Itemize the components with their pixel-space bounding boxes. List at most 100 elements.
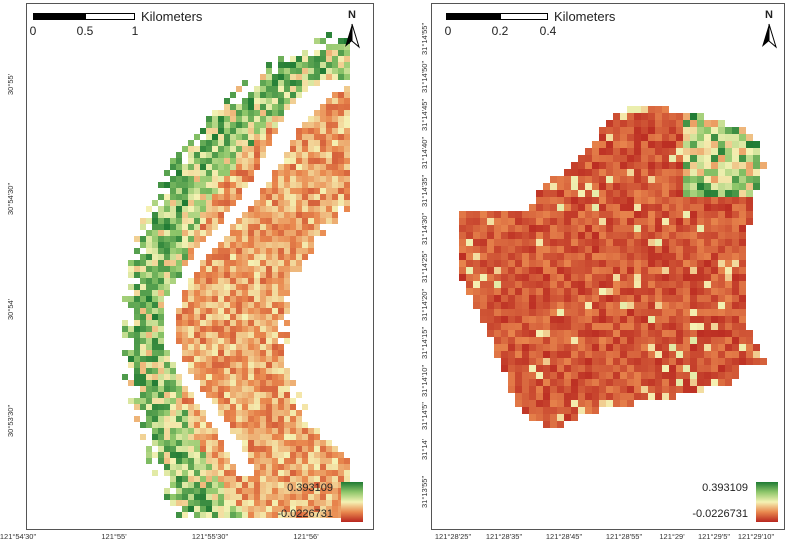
raster-cell <box>278 308 284 314</box>
raster-cell <box>308 512 314 518</box>
raster-cell <box>260 140 266 146</box>
raster-cell <box>683 127 690 134</box>
raster-cell <box>641 323 648 330</box>
raster-cell <box>176 452 182 458</box>
raster-cell <box>585 260 592 267</box>
raster-cell <box>613 141 620 148</box>
raster-cell <box>308 62 314 68</box>
raster-cell <box>515 302 522 309</box>
raster-cell <box>487 330 494 337</box>
raster-cell <box>704 232 711 239</box>
raster-cell <box>296 500 302 506</box>
raster-cell <box>164 488 170 494</box>
raster-cell <box>278 416 284 422</box>
raster-cell <box>194 428 200 434</box>
raster-cell <box>218 272 224 278</box>
raster-cell <box>176 176 182 182</box>
raster-cell <box>641 253 648 260</box>
raster-cell <box>634 246 641 253</box>
raster-cell <box>592 253 599 260</box>
raster-cell <box>152 350 158 356</box>
raster-cell <box>718 211 725 218</box>
raster-cell <box>662 141 669 148</box>
raster-cell <box>254 332 260 338</box>
raster-cell <box>290 194 296 200</box>
raster-cell <box>634 267 641 274</box>
raster-cell <box>200 302 206 308</box>
raster-cell <box>272 398 278 404</box>
raster-cell <box>676 372 683 379</box>
raster-cell <box>494 330 501 337</box>
raster-cell <box>697 141 704 148</box>
raster-cell <box>634 302 641 309</box>
raster-cell <box>676 162 683 169</box>
raster-cell <box>254 416 260 422</box>
raster-cell <box>188 182 194 188</box>
raster-cell <box>230 320 236 326</box>
raster-cell <box>704 358 711 365</box>
raster-cell <box>260 422 266 428</box>
raster-cell <box>212 290 218 296</box>
raster-cell <box>272 500 278 506</box>
raster-cell <box>320 506 326 512</box>
raster-cell <box>627 239 634 246</box>
raster-cell <box>200 512 206 518</box>
raster-cell <box>571 274 578 281</box>
raster-cell <box>613 372 620 379</box>
raster-cell <box>326 440 332 446</box>
raster-cell <box>266 296 272 302</box>
raster-cell <box>725 183 732 190</box>
raster-cell <box>260 452 266 458</box>
raster-cell <box>634 372 641 379</box>
raster-cell <box>536 393 543 400</box>
raster-cell <box>182 404 188 410</box>
raster-cell <box>272 326 278 332</box>
raster-cell <box>585 253 592 260</box>
raster-cell <box>543 316 550 323</box>
raster-cell <box>248 236 254 242</box>
raster-cell <box>164 290 170 296</box>
north-label: N <box>765 9 773 21</box>
raster-cell <box>676 379 683 386</box>
raster-cell <box>176 416 182 422</box>
raster-cell <box>683 281 690 288</box>
raster-cell <box>515 260 522 267</box>
raster-cell <box>578 372 585 379</box>
raster-cell <box>704 295 711 302</box>
raster-cell <box>164 380 170 386</box>
raster-cell <box>529 330 536 337</box>
raster-cell <box>212 194 218 200</box>
raster-cell <box>206 152 212 158</box>
raster-cell <box>578 386 585 393</box>
raster-cell <box>494 232 501 239</box>
raster-cell <box>585 393 592 400</box>
raster-cell <box>718 330 725 337</box>
raster-cell <box>683 288 690 295</box>
raster-cell <box>473 281 480 288</box>
raster-cell <box>592 155 599 162</box>
raster-cell <box>254 200 260 206</box>
raster-cell <box>272 440 278 446</box>
raster-cell <box>613 253 620 260</box>
raster-cell <box>662 267 669 274</box>
raster-cell <box>254 92 260 98</box>
raster-cell <box>230 92 236 98</box>
raster-cell <box>200 464 206 470</box>
raster-cell <box>508 281 515 288</box>
raster-cell <box>599 141 606 148</box>
raster-cell <box>543 232 550 239</box>
raster-cell <box>487 211 494 218</box>
raster-cell <box>683 211 690 218</box>
raster-cell <box>704 239 711 246</box>
raster-cell <box>206 392 212 398</box>
raster-cell <box>170 182 176 188</box>
raster-cell <box>529 211 536 218</box>
raster-cell <box>302 206 308 212</box>
raster-cell <box>176 422 182 428</box>
raster-cell <box>212 446 218 452</box>
raster-cell <box>606 288 613 295</box>
raster-cell <box>529 253 536 260</box>
raster-cell <box>655 337 662 344</box>
raster-cell <box>140 266 146 272</box>
raster-cell <box>320 104 326 110</box>
